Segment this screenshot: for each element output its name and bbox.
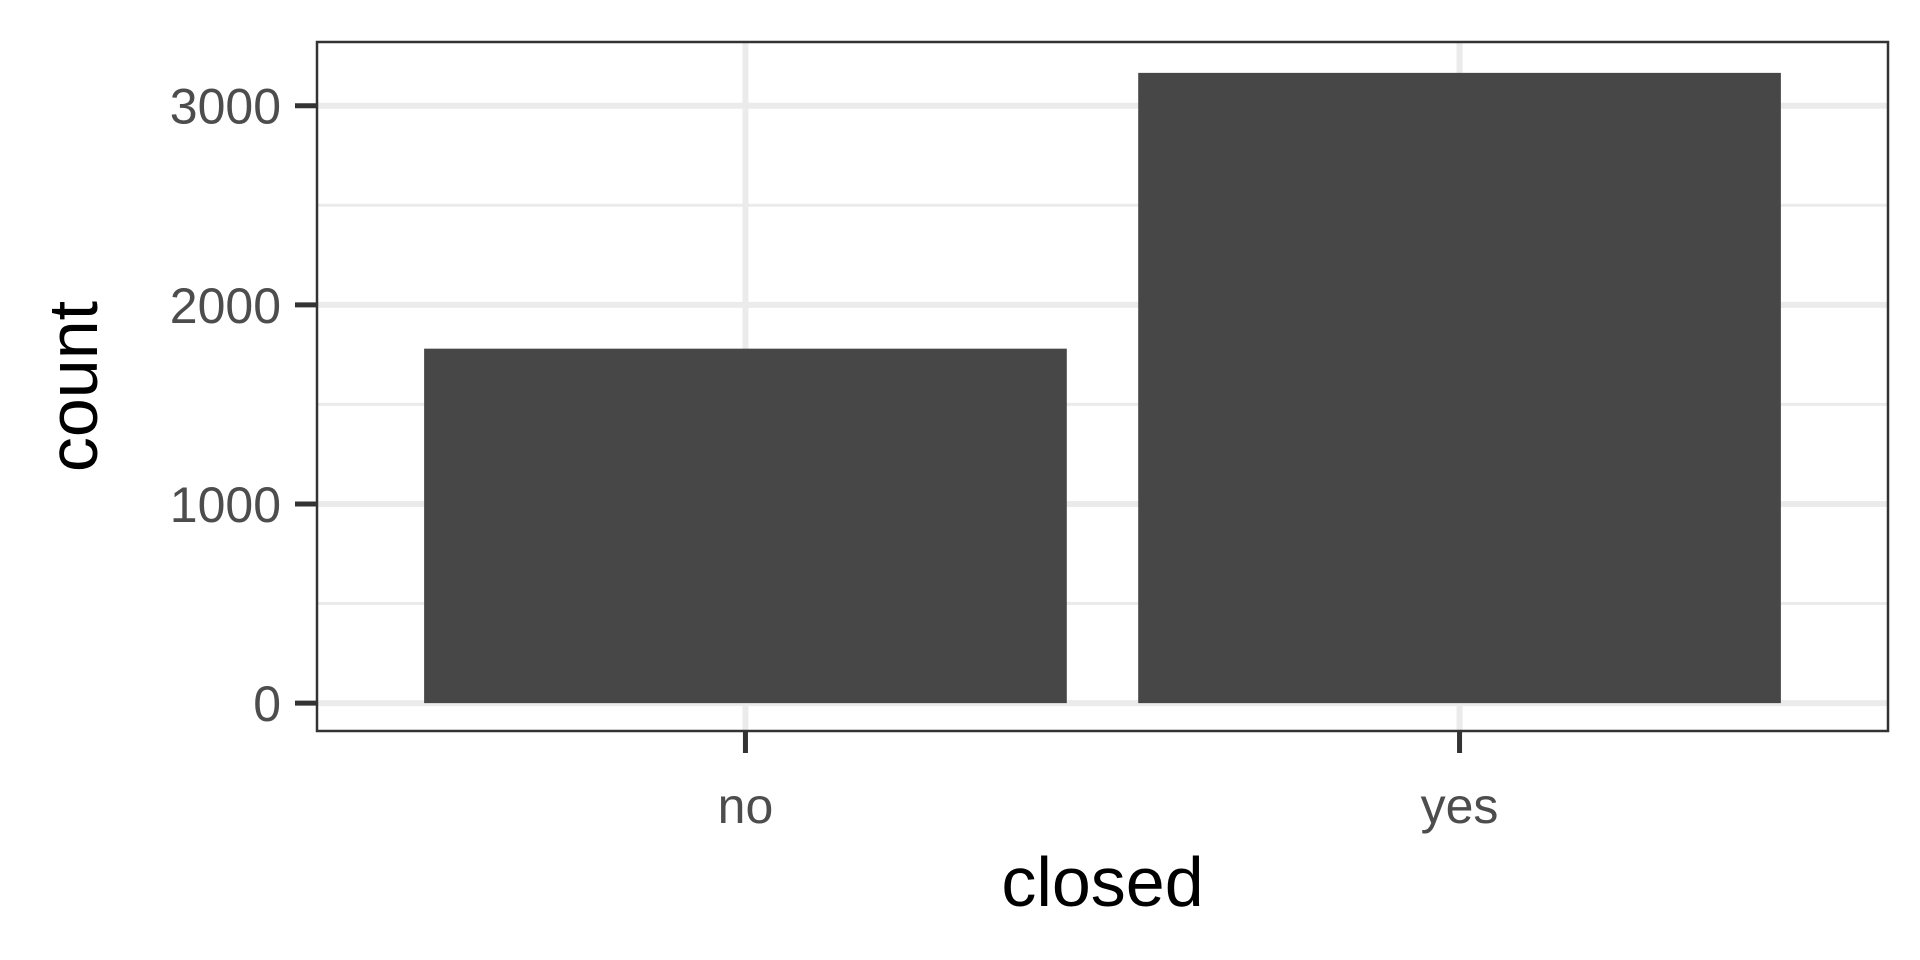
bar-no xyxy=(424,348,1067,704)
y-axis-title: count xyxy=(34,301,112,472)
y-axis: 0 1000 2000 3000 xyxy=(170,79,317,732)
x-tick-label-yes: yes xyxy=(1421,778,1499,834)
y-tick-label: 0 xyxy=(253,676,281,732)
panel-border xyxy=(315,40,1890,733)
y-tick-label: 3000 xyxy=(170,79,281,135)
x-axis-title: closed xyxy=(1001,843,1203,921)
x-axis: no yes xyxy=(718,731,1499,834)
bar-yes xyxy=(1138,72,1781,704)
x-tick-label-no: no xyxy=(718,778,774,834)
bars xyxy=(424,72,1781,704)
y-tick-label: 2000 xyxy=(170,278,281,334)
y-tick-label: 1000 xyxy=(170,477,281,533)
